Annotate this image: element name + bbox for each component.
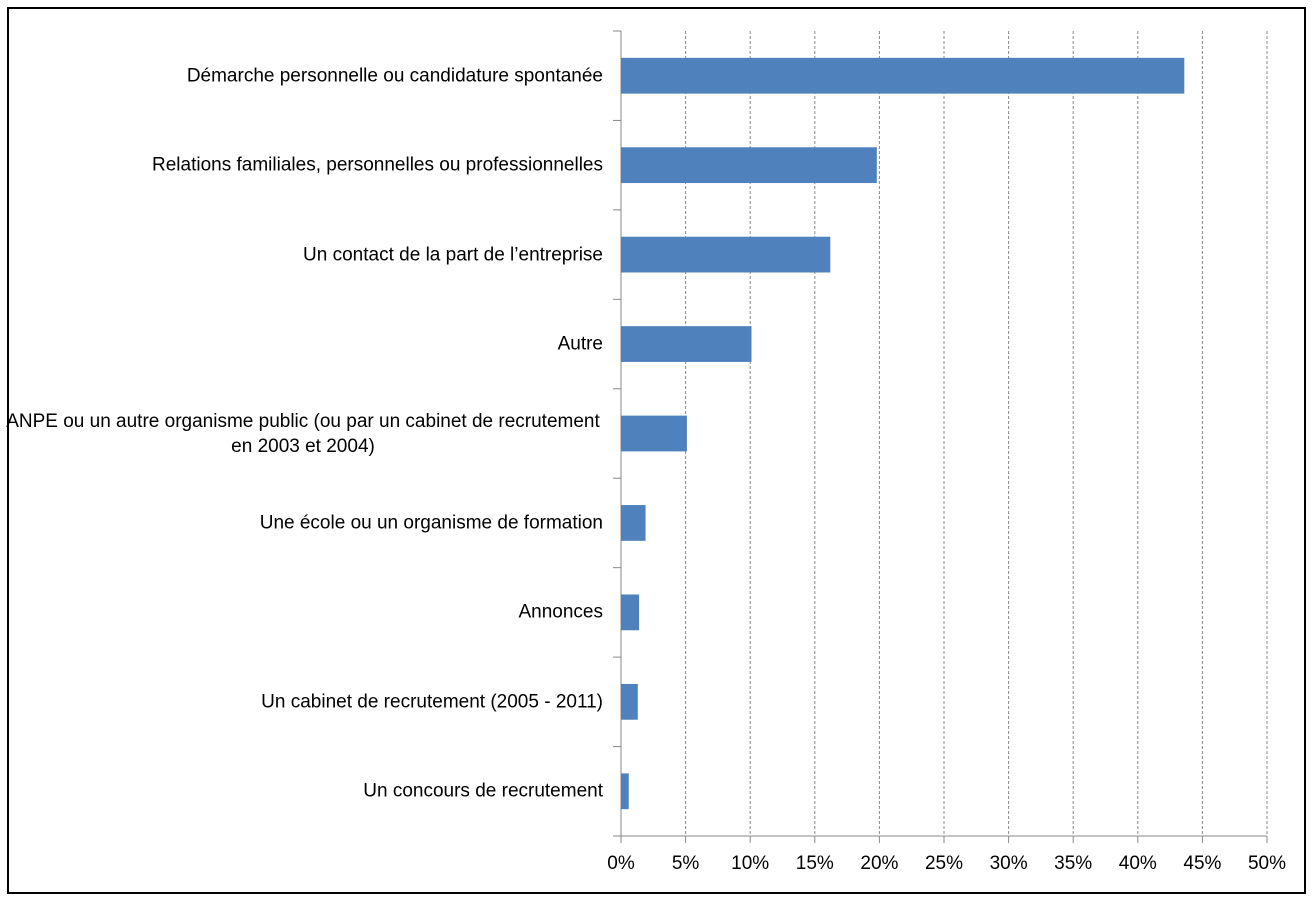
bar <box>621 505 646 541</box>
x-tick-label: 20% <box>860 853 898 874</box>
category-label-box: Autre <box>3 332 603 357</box>
bar <box>621 147 877 184</box>
category-label-box: ANPE ou un autre organisme public (ou pa… <box>3 409 603 459</box>
x-tick-label: 30% <box>990 853 1028 874</box>
category-label-box: Une école ou un organisme de formation <box>3 510 603 535</box>
category-label-box: Relations familiales, personnelles ou pr… <box>3 153 603 178</box>
x-tick-label: 45% <box>1183 853 1221 874</box>
x-tick-label: 50% <box>1248 853 1286 874</box>
x-tick-label: 40% <box>1119 853 1157 874</box>
y-tick-label: Autre <box>557 333 603 355</box>
bar <box>621 326 752 362</box>
category-label-box: Démarche personnelle ou candidature spon… <box>3 63 603 88</box>
x-tick-label: 5% <box>672 853 700 874</box>
bar <box>621 773 629 810</box>
y-tick-label: Un contact de la part de l’entreprise <box>303 244 603 266</box>
bar <box>621 594 640 631</box>
y-tick-label: Un cabinet de recrutement (2005 - 2011) <box>261 691 603 713</box>
y-tick-label: Annonces <box>518 601 603 623</box>
y-tick-label: Une école ou un organisme de formation <box>259 512 603 534</box>
x-tick-label: 25% <box>925 853 963 874</box>
x-tick-label: 0% <box>607 853 635 874</box>
bar <box>621 415 687 452</box>
category-label-box: Un contact de la part de l’entreprise <box>3 242 603 267</box>
y-tick-label: Un concours de recrutement <box>363 780 603 802</box>
x-tick-label: 10% <box>731 853 769 874</box>
y-tick-label: Démarche personnelle ou candidature spon… <box>186 65 603 87</box>
category-label-box: Un concours de recrutement <box>3 779 603 804</box>
category-label-box: Un cabinet de recrutement (2005 - 2011) <box>3 689 603 714</box>
x-tick-label: 35% <box>1054 853 1092 874</box>
bar <box>621 683 638 720</box>
bar <box>621 57 1185 94</box>
bar <box>621 236 831 273</box>
category-label-box: Annonces <box>3 600 603 625</box>
y-tick-label: ANPE ou un autre organisme public (ou pa… <box>6 410 600 457</box>
y-tick-label: Relations familiales, personnelles ou pr… <box>152 154 603 176</box>
x-tick-label: 15% <box>796 853 834 874</box>
